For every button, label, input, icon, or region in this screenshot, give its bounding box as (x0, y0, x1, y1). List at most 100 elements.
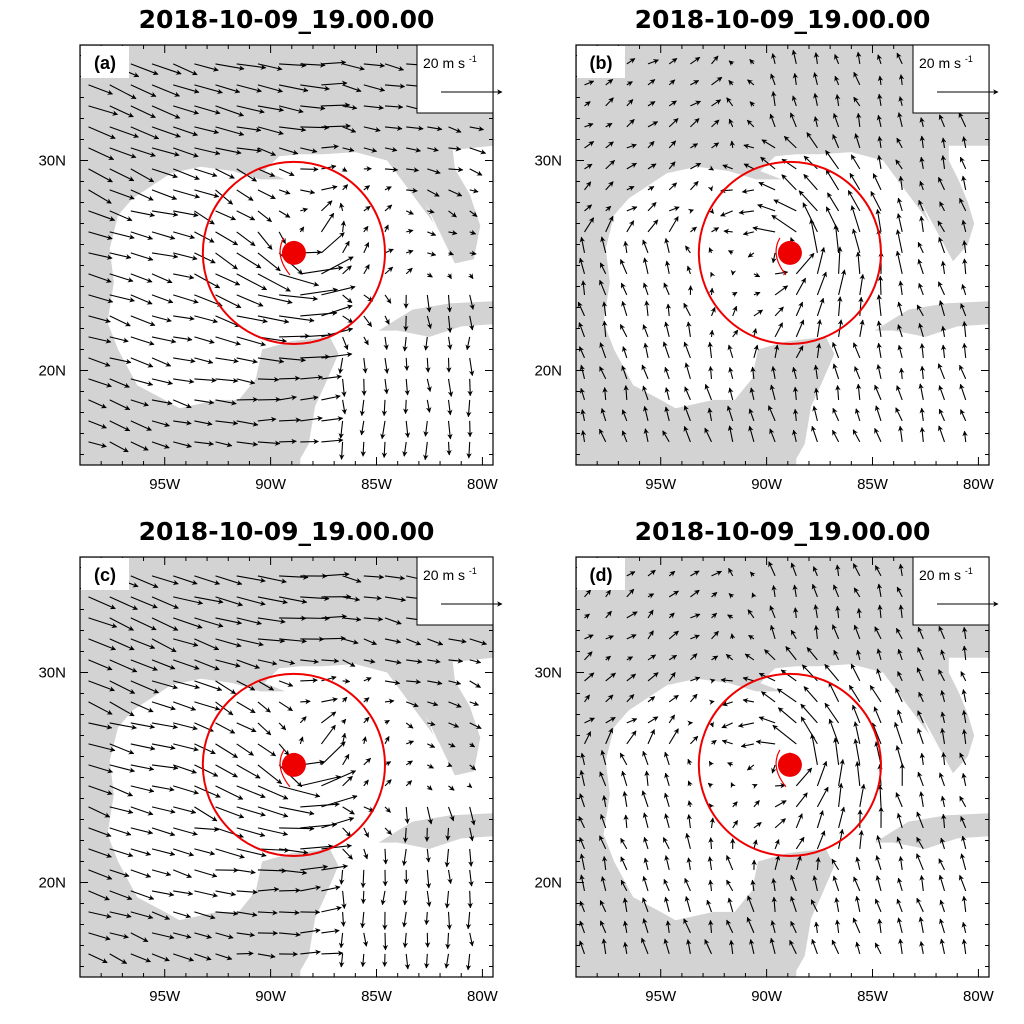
wind-vector (194, 680, 223, 692)
wind-vector (919, 426, 926, 442)
wind-vector (279, 375, 301, 382)
wind-vector (194, 440, 214, 447)
wind-vector (130, 420, 152, 431)
wind-vector (895, 250, 903, 275)
wind-vector (236, 743, 254, 756)
wind-vector (741, 188, 754, 194)
wind-vector (194, 336, 215, 344)
wind-vector (151, 105, 181, 119)
map-panel-c: 95W 90W 85W 80W 30N 20N 2018-10-09_19.00.00 (c)… (38, 517, 503, 1005)
wind-vector (791, 95, 798, 107)
wind-vector (832, 363, 840, 380)
wind-vector (151, 441, 170, 449)
wind-vector (173, 743, 199, 752)
wind-vector (876, 364, 882, 380)
wind-vector (664, 406, 670, 422)
land-mass (80, 45, 493, 465)
wind-vector (300, 774, 342, 787)
wind-vector (448, 658, 464, 664)
wind-vector (321, 741, 346, 766)
wind-vector (708, 365, 714, 379)
wind-vector (130, 596, 158, 609)
wind-vector (708, 287, 715, 295)
wind-vector (130, 701, 154, 713)
wind-vector (130, 84, 157, 97)
wind-vector (215, 617, 243, 626)
wind-vector (151, 785, 175, 792)
wind-vector (858, 296, 864, 316)
wind-vector (130, 441, 149, 451)
wind-vector (406, 187, 418, 194)
cuba-land (874, 301, 989, 337)
wind-vector (578, 322, 586, 338)
wind-vector (300, 84, 330, 92)
wind-vector (278, 680, 294, 687)
wind-vector (919, 365, 926, 379)
x-tick-label: 80W (963, 476, 995, 493)
wind-vector (109, 210, 133, 222)
wind-vector (406, 147, 422, 153)
wind-vector (194, 377, 217, 383)
wind-vector (88, 336, 112, 344)
wind-vector (402, 336, 408, 352)
wind-vector (257, 764, 283, 785)
wind-vector (961, 175, 967, 191)
wind-vector (342, 806, 355, 815)
wind-vector (173, 722, 198, 731)
wind-vector (626, 99, 634, 107)
wind-vector (363, 658, 376, 664)
wind-vector (363, 205, 371, 212)
wind-vector (406, 228, 414, 235)
wind-vector (321, 144, 339, 150)
x-tick-label: 85W (857, 988, 889, 1005)
wind-vector (215, 441, 233, 448)
wind-vector (151, 617, 179, 631)
wind-vector (599, 366, 607, 380)
wind-vector (683, 302, 691, 317)
wind-vector (194, 357, 214, 365)
wind-vector (961, 283, 967, 296)
wind-vector (938, 114, 946, 128)
wind-vector (404, 806, 410, 824)
wind-vector (384, 104, 404, 110)
panel-label-box (577, 46, 625, 78)
storm-track (775, 237, 787, 276)
y-tick-label: 20N (38, 875, 66, 892)
wind-vector (88, 441, 107, 448)
wind-vector (151, 399, 173, 406)
wind-vector (362, 357, 368, 374)
wind-vector (88, 105, 119, 116)
wind-vector (834, 75, 840, 86)
wind-vector (447, 399, 453, 416)
x-tick-label: 95W (149, 476, 181, 493)
wind-vector (88, 420, 107, 429)
wind-vector (88, 806, 111, 818)
wind-vector (342, 753, 350, 766)
wind-vector (88, 294, 114, 304)
wind-vector (832, 112, 840, 128)
wind-vector (668, 118, 679, 128)
wind-vector (849, 172, 861, 191)
wind-vector (300, 395, 319, 401)
wind-vector (109, 399, 131, 411)
wind-vector (109, 357, 132, 365)
wind-vector (816, 297, 825, 317)
wind-vector (753, 309, 764, 317)
wind-vector (151, 806, 176, 814)
wind-vector (278, 84, 309, 93)
wind-vector (173, 252, 198, 261)
wind-vector (321, 304, 353, 317)
y-tick-label: 20N (38, 363, 66, 380)
wind-vector (88, 378, 112, 388)
wind-vector (300, 374, 324, 381)
wind-vector (236, 378, 256, 385)
wind-vector (88, 701, 113, 715)
wind-vector (959, 364, 967, 380)
wind-vector (342, 775, 353, 787)
wind-vector (109, 147, 137, 159)
wind-vector (384, 596, 407, 603)
wind-vector (88, 617, 118, 629)
wind-vector (130, 638, 156, 650)
wind-vector (342, 126, 357, 133)
wind-vector (130, 63, 159, 76)
